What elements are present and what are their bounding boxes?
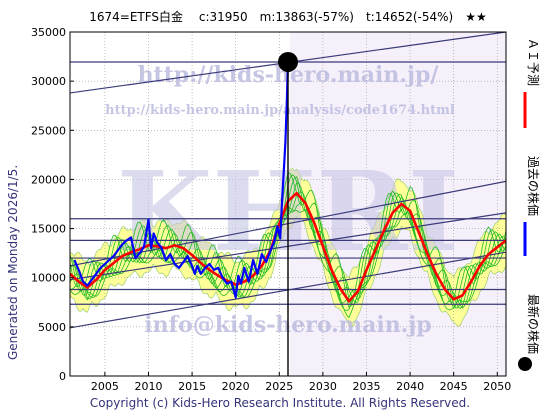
markers xyxy=(278,51,298,376)
x-tick-label: 2025 xyxy=(265,380,293,393)
y-tick-label: 30000 xyxy=(31,75,66,88)
legend-latest-marker xyxy=(518,357,532,371)
legend-latest-label: 最新の株価 xyxy=(526,294,541,354)
x-tick-label: 2030 xyxy=(309,380,337,393)
y-tick-label: 25000 xyxy=(31,124,66,137)
generated-date: Generated on Monday 2026/1/5. xyxy=(6,164,20,360)
x-tick-label: 2010 xyxy=(134,380,162,393)
x-tick-label: 2015 xyxy=(178,380,206,393)
x-tick-label: 2040 xyxy=(396,380,424,393)
x-tick-label: 2005 xyxy=(91,380,119,393)
y-tick-label: 20000 xyxy=(31,173,66,186)
latest-price-marker xyxy=(278,51,298,72)
watermark-url-analysis: http://kids-hero.main.jp/analysis/code16… xyxy=(105,103,455,118)
legend: ＡＩ予測 過去の株価 最新の株価 xyxy=(518,38,541,371)
x-tick-label: 2020 xyxy=(222,380,250,393)
y-tick-label: 35000 xyxy=(31,26,66,39)
x-tick-label: 2045 xyxy=(440,380,468,393)
legend-forecast-label: ＡＩ予測 xyxy=(526,38,540,86)
past-price-line xyxy=(73,61,290,299)
chart-title: 1674=ETFS白金 c:31950 m:13863(-57%) t:1465… xyxy=(89,10,487,24)
x-tick-label: 2035 xyxy=(352,380,380,393)
legend-past-label: 過去の株価 xyxy=(526,156,541,216)
copyright: Copyright (c) Kids-Hero Research Institu… xyxy=(89,396,471,410)
ticks: 0 5000 10000 15000 20000 25000 30000 35000 2005 2… xyxy=(31,26,511,393)
x-tick-label: 2050 xyxy=(483,380,511,393)
y-tick-label: 10000 xyxy=(31,272,66,285)
y-tick-label: 15000 xyxy=(31,223,66,236)
y-tick-label: 0 xyxy=(59,370,66,383)
plot-frame xyxy=(69,31,507,377)
y-tick-label: 5000 xyxy=(38,321,66,334)
